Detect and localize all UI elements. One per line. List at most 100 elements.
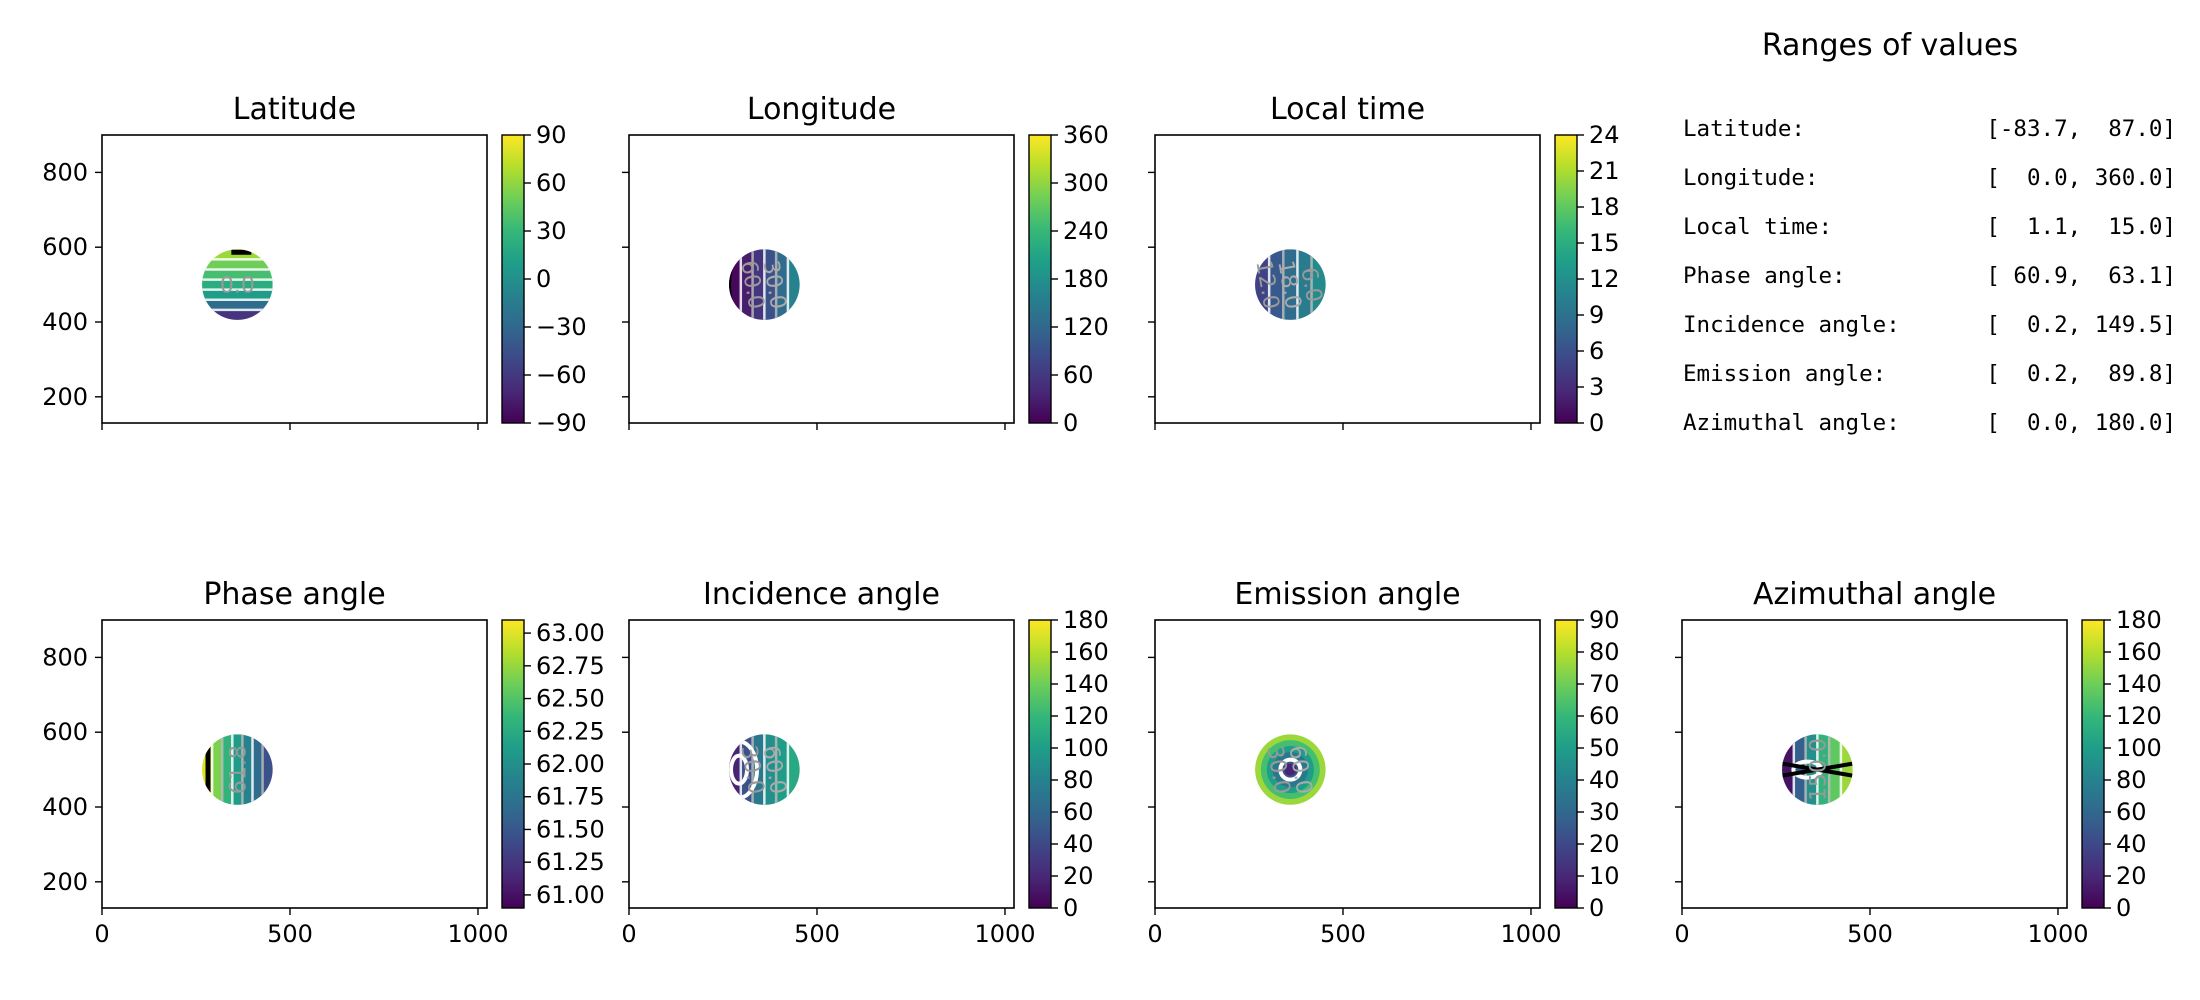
colorbar-tick-label: 61.50 bbox=[536, 815, 605, 843]
colorbar-tick-label: 21 bbox=[1589, 157, 1620, 185]
colorbar-tick-label: 360 bbox=[1063, 121, 1109, 149]
x-tick-label: 500 bbox=[1847, 920, 1893, 948]
colorbar-tick-label: 70 bbox=[1589, 670, 1620, 698]
x-tick-label: 0 bbox=[94, 920, 109, 948]
axes-frame bbox=[101, 619, 488, 909]
panel-phase-angle: Phase angle 61.8 200 400 600 800 0 500 1000 61.00… bbox=[42, 577, 605, 948]
x-tick-label: 1000 bbox=[974, 920, 1035, 948]
colorbar-tick-label: 120 bbox=[2116, 702, 2162, 730]
range-value: [ 0.2, 89.8] bbox=[1986, 361, 2176, 387]
colorbar-tick-label: 60 bbox=[2116, 798, 2147, 826]
colorbar-tick-label: 18 bbox=[1589, 193, 1620, 221]
colorbar-tick-label: 180 bbox=[1063, 265, 1109, 293]
colorbar-tick-label: 80 bbox=[1063, 766, 1094, 794]
colorbar-tick-label: 0 bbox=[1063, 409, 1078, 437]
ranges-rows: Latitude: [-83.7, 87.0] Longitude: [ 0.0, 3… bbox=[1683, 116, 2176, 436]
colorbar-tick-label: 40 bbox=[2116, 830, 2147, 858]
colorbar-tick-label: 140 bbox=[2116, 670, 2162, 698]
range-value: [ 1.1, 15.0] bbox=[1986, 214, 2176, 240]
contour-label: 6.0 bbox=[1296, 265, 1327, 304]
range-value: [-83.7, 87.0] bbox=[1986, 116, 2176, 142]
colorbar-tick-label: 90 bbox=[536, 121, 567, 149]
disk-image bbox=[202, 249, 273, 320]
colorbar-tick-label: 60 bbox=[536, 169, 567, 197]
colorbar-tick-label: 20 bbox=[1589, 830, 1620, 858]
axes-frame bbox=[1154, 619, 1541, 909]
colorbar-tick-label: 80 bbox=[2116, 766, 2147, 794]
colorbar-tick-label: 0 bbox=[1063, 894, 1078, 922]
x-tick-label: 0 bbox=[621, 920, 636, 948]
colorbar bbox=[1554, 134, 1578, 424]
colorbar-tick-label: 100 bbox=[2116, 734, 2162, 762]
colorbar-tick-label: 40 bbox=[1589, 766, 1620, 794]
panel-title: Emission angle bbox=[1234, 577, 1460, 612]
contour-label: 0.0 bbox=[220, 274, 255, 299]
axes-frame bbox=[628, 619, 1015, 909]
colorbar-tick-label: 61.00 bbox=[536, 881, 605, 909]
colorbar-tick-label: 240 bbox=[1063, 217, 1109, 245]
colorbar-tick-label: 180 bbox=[1063, 606, 1109, 634]
colorbar-tick-label: 180 bbox=[2116, 606, 2162, 634]
x-tick-label: 500 bbox=[267, 920, 313, 948]
disk-image bbox=[1255, 734, 1326, 805]
range-value: [ 0.0, 180.0] bbox=[1986, 410, 2176, 436]
colorbar-tick-label: 62.25 bbox=[536, 717, 605, 745]
x-tick-label: 1000 bbox=[2027, 920, 2088, 948]
colorbar-tick-label: 40 bbox=[1063, 830, 1094, 858]
range-value: [ 0.2, 149.5] bbox=[1986, 312, 2176, 338]
y-tick-label: 800 bbox=[42, 643, 88, 671]
colorbar-tick-label: 20 bbox=[2116, 862, 2147, 890]
colorbar-tick-label: 63.00 bbox=[536, 619, 605, 647]
range-label: Phase angle: bbox=[1683, 263, 1846, 289]
panel-azimuthal-angle: Azimuthal angle 150.0 0 500 1000 0 20 40 60 80 100… bbox=[1674, 577, 2161, 948]
colorbar-tick-label: −30 bbox=[536, 313, 587, 341]
x-tick-label: 0 bbox=[1674, 920, 1689, 948]
colorbar-tick-label: 0 bbox=[536, 265, 551, 293]
range-label: Emission angle: bbox=[1683, 361, 1886, 387]
colorbar-tick-label: 100 bbox=[1063, 734, 1109, 762]
axes-frame bbox=[628, 134, 1015, 424]
colorbar-tick-label: −60 bbox=[536, 361, 587, 389]
range-label: Longitude: bbox=[1683, 165, 1818, 191]
colorbar-tick-label: 0 bbox=[1589, 409, 1604, 437]
y-tick-label: 600 bbox=[42, 718, 88, 746]
ranges-panel: Ranges of values Latitude: [-83.7, 87.0]L… bbox=[1683, 28, 2176, 436]
colorbar-tick-label: 80 bbox=[1589, 638, 1620, 666]
colorbar-tick-label: 6 bbox=[1589, 337, 1604, 365]
colorbar-tick-label: 0 bbox=[1589, 894, 1604, 922]
range-label: Local time: bbox=[1683, 214, 1832, 240]
y-tick-label: 200 bbox=[42, 868, 88, 896]
colorbar-tick-label: 62.50 bbox=[536, 685, 605, 713]
y-tick-label: 800 bbox=[42, 158, 88, 186]
colorbar-tick-label: −90 bbox=[536, 409, 587, 437]
colorbar-tick-label: 60 bbox=[1063, 798, 1094, 826]
panel-title: Phase angle bbox=[203, 577, 385, 612]
contour-label: 150.0 bbox=[1806, 738, 1831, 801]
colorbar-tick-label: 62.00 bbox=[536, 750, 605, 778]
x-tick-label: 1000 bbox=[447, 920, 508, 948]
colorbar bbox=[2081, 619, 2105, 909]
colorbar-tick-label: 120 bbox=[1063, 702, 1109, 730]
colorbar-tick-label: 61.25 bbox=[536, 848, 605, 876]
colorbar-tick-label: 60 bbox=[1063, 361, 1094, 389]
y-tick-label: 200 bbox=[42, 383, 88, 411]
y-tick-label: 600 bbox=[42, 233, 88, 261]
colorbar-tick-label: 300 bbox=[1063, 169, 1109, 197]
disk-image bbox=[1255, 249, 1326, 320]
colorbar-tick-label: 12 bbox=[1589, 265, 1620, 293]
colorbar-tick-label: 60 bbox=[1589, 702, 1620, 730]
colorbar-tick-label: 61.75 bbox=[536, 783, 605, 811]
panel-title: Local time bbox=[1270, 92, 1425, 127]
panel-latitude: Latitude 0.0 200 400 600 800 −90 −60 −30 0 30 60 90 bbox=[42, 92, 586, 437]
y-tick-label: 400 bbox=[42, 308, 88, 336]
colorbar-tick-label: 30 bbox=[536, 217, 567, 245]
colorbar-tick-label: 15 bbox=[1589, 229, 1620, 257]
colorbar bbox=[1554, 619, 1578, 909]
colorbar bbox=[501, 134, 525, 424]
colorbar bbox=[1028, 619, 1052, 909]
